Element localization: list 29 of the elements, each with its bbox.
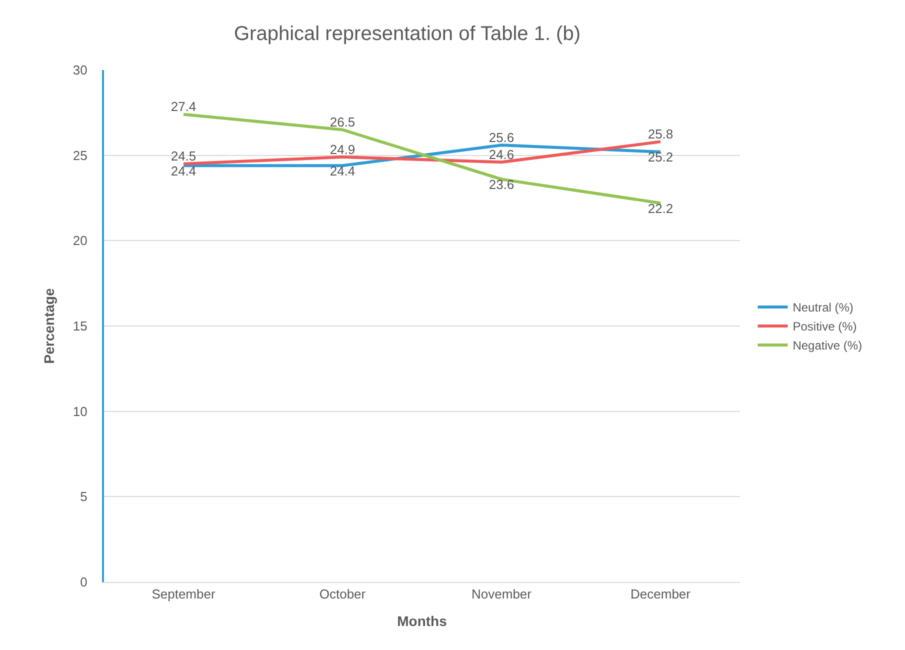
data-label: 25.6: [488, 130, 514, 145]
chart-title: Graphical representation of Table 1. (b): [234, 23, 580, 45]
y-tick-label: 5: [80, 489, 88, 504]
x-axis-title: Months: [397, 612, 448, 629]
data-label: 24.4: [170, 163, 196, 178]
data-label: 26.5: [330, 114, 356, 130]
data-label: 24.4: [330, 163, 356, 178]
data-label: 24.5: [170, 148, 196, 164]
data-label: 25.2: [648, 150, 674, 165]
y-tick-label: 10: [72, 404, 88, 419]
data-label: 27.4: [170, 99, 196, 114]
data-label: 25.8: [648, 126, 674, 142]
legend-label: Negative (%): [792, 338, 862, 353]
data-label: 23.6: [488, 176, 514, 192]
x-tick-label: November: [472, 586, 532, 602]
data-label: 24.9: [330, 142, 356, 157]
x-tick-label: September: [152, 586, 216, 602]
data-label: 24.6: [488, 146, 514, 162]
x-tick-label: December: [630, 586, 692, 602]
legend-label: Positive (%): [792, 320, 857, 334]
y-tick-label: 25: [72, 148, 88, 163]
y-tick-label: 30: [72, 62, 88, 78]
y-tick-label: 0: [80, 574, 88, 590]
legend-label: Neutral (%): [792, 300, 854, 315]
y-tick-label: 20: [72, 233, 88, 248]
x-tick-label: October: [319, 586, 366, 602]
data-label: 22.2: [648, 200, 674, 216]
y-axis-title: Percentage: [41, 288, 58, 364]
y-tick-label: 15: [72, 318, 88, 334]
